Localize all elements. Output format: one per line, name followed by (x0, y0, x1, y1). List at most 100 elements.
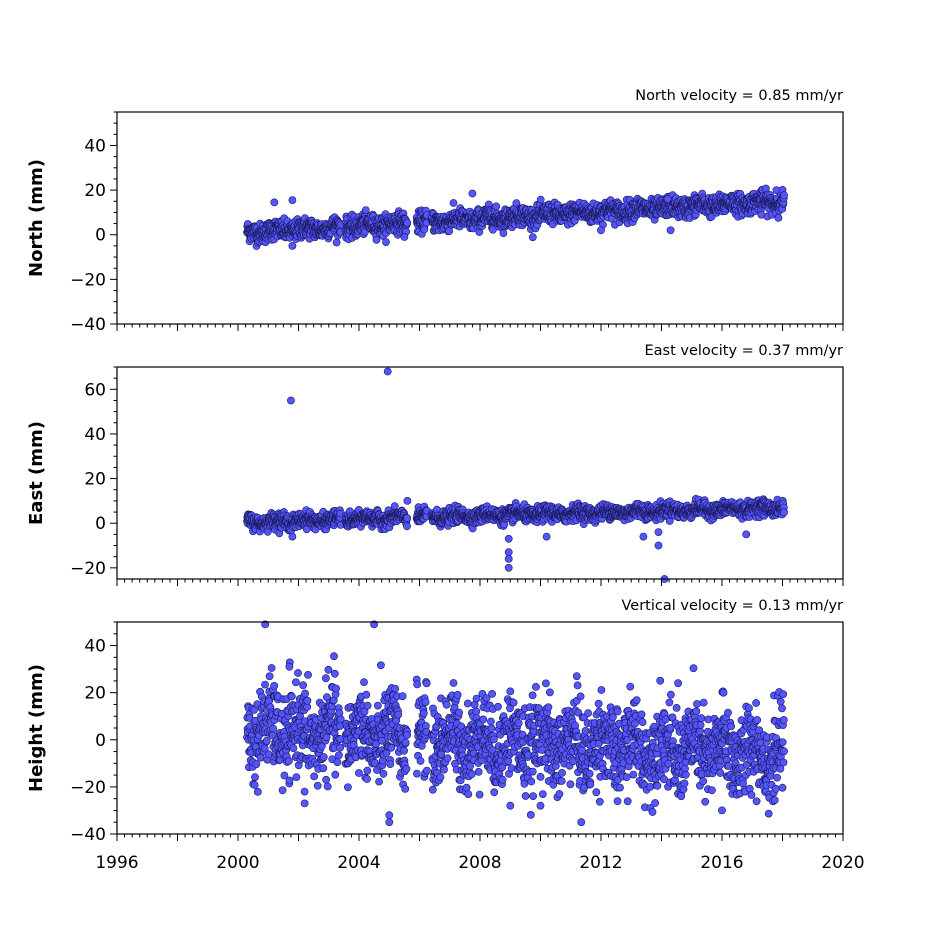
east-outlier-point (403, 496, 412, 505)
height-point (413, 680, 422, 689)
height-point (253, 788, 262, 796)
height-point (250, 781, 259, 789)
height-point (331, 770, 340, 779)
east-velocity-title: East velocity = 0.37 mm/yr (644, 343, 843, 359)
height-point (310, 772, 318, 781)
north-point (382, 238, 390, 246)
north-point (536, 195, 545, 204)
height-point (422, 679, 431, 688)
height-point (252, 760, 261, 769)
height-point (398, 692, 407, 701)
east-point (780, 508, 788, 517)
height-point (324, 665, 333, 674)
north-outlier-point (597, 226, 605, 235)
height-point (265, 672, 274, 681)
north-outlier-point (666, 226, 675, 235)
height-point (262, 736, 271, 745)
height-point (294, 669, 302, 677)
height-point (419, 709, 428, 718)
height-point (412, 769, 421, 778)
height-point (269, 724, 278, 733)
east-outlier-point (654, 541, 663, 550)
east-outlier-point (286, 396, 295, 405)
height-point (401, 738, 410, 747)
height-point (394, 710, 403, 719)
height-point (289, 744, 298, 752)
height-point (291, 678, 300, 687)
height-point (376, 661, 385, 670)
north-outlier-point (468, 189, 477, 198)
north-point (499, 229, 508, 237)
east-point (390, 502, 399, 510)
height-point (303, 696, 312, 705)
height-point (278, 786, 287, 795)
east-y-tick-label: −20 (70, 559, 106, 579)
height-point (373, 701, 382, 710)
east-outlier-point (288, 532, 297, 541)
height-point (319, 764, 328, 773)
height-point (362, 690, 371, 699)
north-x-ticks (116, 324, 844, 331)
height-point (421, 698, 430, 706)
height-point (299, 681, 307, 690)
east-outlier-point (654, 528, 663, 536)
east-point (403, 514, 412, 522)
north-point (449, 199, 458, 207)
east-y-tick-label: 0 (95, 514, 106, 534)
height-point (363, 775, 371, 783)
north-outlier-point (400, 233, 409, 241)
north-point (361, 206, 370, 214)
height-point (323, 782, 332, 791)
east-y-tick-label: 40 (84, 425, 106, 445)
east-outlier-point (504, 555, 513, 563)
height-point (354, 769, 363, 777)
north-y-tick-label: 0 (95, 226, 106, 246)
east-y-tick-label: 60 (84, 380, 106, 400)
height-point (400, 746, 408, 755)
height-point (379, 769, 388, 778)
north-point (332, 238, 341, 247)
north-y-tick-label: 40 (84, 136, 106, 156)
north-point (403, 218, 412, 227)
north-outlier-point (288, 241, 297, 250)
north-y-tick-label: 20 (84, 181, 106, 201)
east-outlier-point (742, 530, 751, 539)
north-outlier-point (288, 196, 297, 204)
north-y-ticks: −40 −20 0 20 40 (70, 111, 117, 335)
height-point (287, 692, 296, 701)
height-points (243, 620, 788, 827)
height-point (321, 674, 330, 683)
north-y-tick-label: −40 (70, 315, 106, 335)
east-outlier-point (383, 367, 392, 376)
height-point (375, 777, 383, 786)
east-axes-frame (116, 366, 844, 580)
height-point (319, 753, 328, 761)
north-point (780, 191, 788, 200)
height-point (284, 757, 293, 765)
height-point (330, 652, 338, 661)
height-point (292, 773, 301, 781)
north-y-tick-label: −20 (70, 270, 106, 290)
height-point (304, 671, 312, 679)
height-point (334, 751, 343, 760)
east-x-ticks (116, 579, 844, 586)
height-point (363, 701, 372, 710)
height-point (332, 684, 340, 693)
east-outlier-point (504, 534, 513, 543)
height-point (333, 758, 342, 767)
height-point (285, 776, 294, 785)
north-point (372, 235, 381, 244)
height-point (363, 766, 372, 775)
north-outlier-point (270, 198, 279, 207)
north-outlier-point (772, 186, 781, 194)
height-point (270, 682, 279, 690)
height-point (360, 678, 368, 686)
north-point (492, 202, 501, 211)
height-point (402, 765, 411, 773)
east-outlier-point (504, 548, 513, 557)
height-point (322, 775, 330, 784)
